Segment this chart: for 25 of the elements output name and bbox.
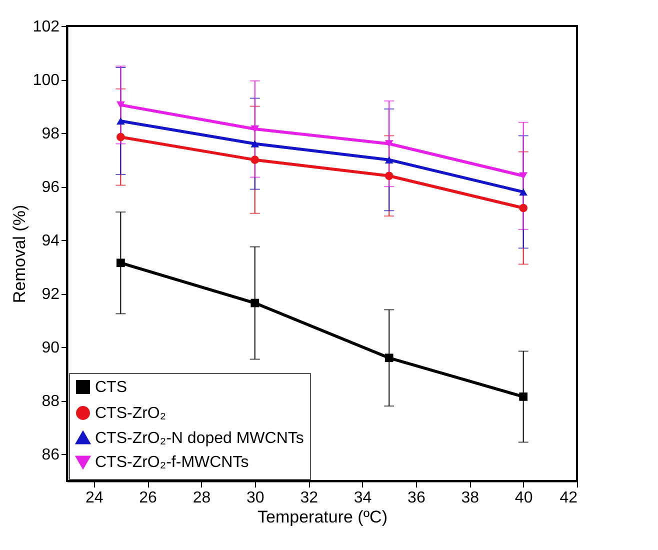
x-tick-label: 36 bbox=[408, 490, 426, 506]
y-axis-title: Removal (%) bbox=[10, 204, 29, 304]
y-tick-label: 88 bbox=[42, 393, 60, 410]
x-tick-label: 34 bbox=[354, 490, 372, 506]
y-tick-label: 94 bbox=[42, 232, 60, 250]
y-tick-label: 86 bbox=[42, 446, 60, 464]
y-tick-label: 98 bbox=[42, 126, 60, 143]
y-tick-label: 102 bbox=[32, 18, 60, 36]
x-tick-label: 40 bbox=[514, 490, 533, 506]
y-tick-label: 96 bbox=[42, 179, 60, 196]
x-tick-label: 32 bbox=[300, 490, 318, 506]
legend-label: CTS-ZrO₂ bbox=[95, 405, 166, 422]
y-tick-label: 92 bbox=[42, 286, 60, 304]
y-tick-label: 100 bbox=[32, 72, 60, 90]
legend-label: CTS-ZrO₂-N doped MWCNTs bbox=[95, 430, 304, 447]
x-axis-title: Temperature (ºC) bbox=[258, 508, 388, 526]
y-tick-label: 90 bbox=[42, 340, 60, 357]
legend-label: CTS-ZrO₂-f-MWCNTs bbox=[95, 454, 249, 471]
x-tick-label: 26 bbox=[139, 490, 158, 506]
legend-label: CTS bbox=[95, 379, 127, 396]
x-tick-label: 42 bbox=[560, 490, 578, 506]
x-tick-label: 24 bbox=[85, 490, 104, 506]
x-tick-label: 28 bbox=[192, 490, 211, 506]
x-tick-label: 30 bbox=[246, 490, 264, 506]
x-tick-label: 38 bbox=[461, 490, 480, 506]
